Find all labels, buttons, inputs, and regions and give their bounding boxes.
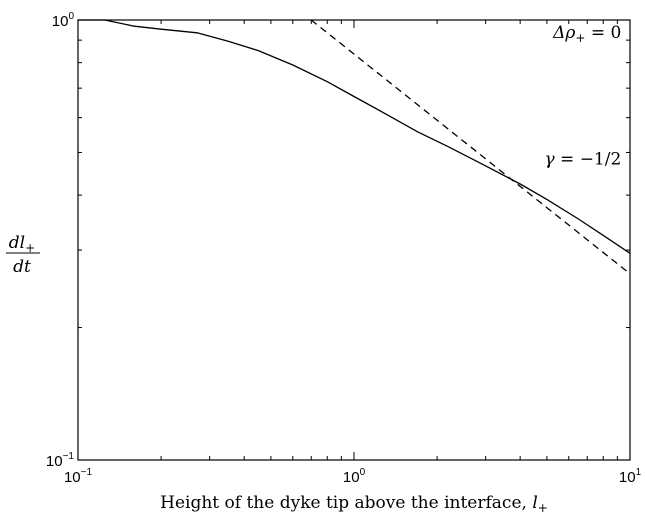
- annotation-subscript: +: [575, 31, 585, 45]
- y-axis-label-denominator: dt: [13, 257, 31, 277]
- y-axis-label-num: dl: [9, 233, 25, 253]
- annotation-label: Δρ+ = 0: [552, 23, 621, 45]
- y-tick-label-exp: 0: [68, 11, 74, 22]
- series-line-solid: [78, 19, 631, 254]
- y-tick-label-base: 10: [46, 453, 63, 470]
- plot-frame: [77, 19, 631, 461]
- x-tick-label-exp: 1: [636, 467, 642, 478]
- annotation-symbol: Δρ: [552, 23, 575, 43]
- y-tick-label-exp: −1: [63, 451, 75, 462]
- y-tick-label-base: 10: [52, 13, 69, 30]
- series-line-dashed: [310, 19, 631, 275]
- y-axis-label-num-sub: +: [25, 241, 35, 255]
- x-tick-label-base: 10: [343, 469, 360, 486]
- annotations: Δρ+ = 0 γ = −1/2: [544, 23, 621, 169]
- x-tick-label-exp: −1: [81, 467, 93, 478]
- y-axis-label-numerator: dl+: [9, 233, 35, 255]
- x-tick-label: 100: [343, 467, 366, 486]
- x-tick-label: 10−1: [64, 467, 93, 486]
- annotation-label: γ = −1/2: [544, 149, 621, 169]
- x-tick-label-base: 10: [619, 469, 636, 486]
- annotation-value: = 0: [585, 23, 621, 43]
- annotation-value: = −1/2: [555, 149, 622, 169]
- x-axis-label-text: Height of the dyke tip above the interfa…: [160, 493, 532, 513]
- y-tick-label: 100: [52, 11, 75, 30]
- x-axis-label-sub: +: [538, 501, 548, 514]
- annotation-symbol: γ: [544, 149, 555, 169]
- x-axis-label: Height of the dyke tip above the interfa…: [160, 493, 548, 514]
- y-tick-label: 10−1: [46, 451, 75, 470]
- x-tick-label-base: 10: [64, 469, 81, 486]
- tick-marks: [77, 19, 631, 461]
- x-axis-label-var: l: [532, 493, 537, 513]
- series-group: [78, 19, 631, 275]
- x-tick-label: 101: [619, 467, 642, 486]
- x-tick-label-exp: 0: [360, 467, 366, 478]
